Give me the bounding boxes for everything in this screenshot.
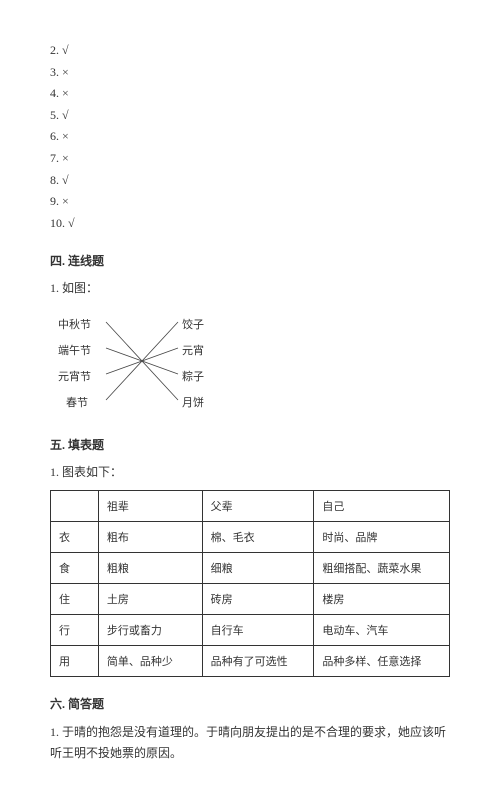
table-cell: 食	[51, 553, 99, 584]
table-cell: 步行或畜力	[98, 615, 202, 646]
answer-item: 10. √	[50, 213, 450, 235]
answer-item: 7. ×	[50, 148, 450, 170]
table-cell: 自行车	[202, 615, 314, 646]
section-4-title: 四. 连线题	[50, 252, 450, 269]
match-left: 端午节	[58, 342, 91, 358]
table-cell: 衣	[51, 522, 99, 553]
table-cell: 祖辈	[98, 491, 202, 522]
answer-item: 9. ×	[50, 191, 450, 213]
table-cell: 土房	[98, 584, 202, 615]
short-answer-text: 1. 于晴的抱怨是没有道理的。于晴向朋友提出的是不合理的要求，她应该听听王明不投…	[50, 722, 450, 763]
table-cell: 粗布	[98, 522, 202, 553]
match-right: 饺子	[182, 316, 204, 332]
table-cell: 楼房	[314, 584, 450, 615]
table-row: 食 粗粮 细粮 粗细搭配、蔬菜水果	[51, 553, 450, 584]
answer-list: 2. √ 3. × 4. × 5. √ 6. × 7. × 8. √ 9. × …	[50, 40, 450, 234]
table-cell: 品种多样、任意选择	[314, 646, 450, 677]
section-5-title: 五. 填表题	[50, 436, 450, 453]
match-right: 元宵	[182, 342, 204, 358]
match-left: 中秋节	[58, 316, 91, 332]
table-cell: 自己	[314, 491, 450, 522]
match-left: 元宵节	[58, 368, 91, 384]
section-4-prompt: 1. 如图：	[50, 279, 450, 296]
table-cell: 简单、品种少	[98, 646, 202, 677]
answer-item: 6. ×	[50, 126, 450, 148]
comparison-table: 祖辈 父辈 自己 衣 粗布 棉、毛衣 时尚、品牌 食 粗粮 细粮 粗细搭配、蔬菜…	[50, 490, 450, 677]
table-row: 行 步行或畜力 自行车 电动车、汽车	[51, 615, 450, 646]
table-cell: 品种有了可选性	[202, 646, 314, 677]
section-6-title: 六. 简答题	[50, 695, 450, 712]
table-cell	[51, 491, 99, 522]
table-row: 住 土房 砖房 楼房	[51, 584, 450, 615]
answer-item: 3. ×	[50, 62, 450, 84]
match-right: 月饼	[182, 394, 204, 410]
table-row: 祖辈 父辈 自己	[51, 491, 450, 522]
table-cell: 父辈	[202, 491, 314, 522]
answer-item: 2. √	[50, 40, 450, 62]
section-5-prompt: 1. 图表如下：	[50, 463, 450, 480]
table-row: 用 简单、品种少 品种有了可选性 品种多样、任意选择	[51, 646, 450, 677]
table-cell: 棉、毛衣	[202, 522, 314, 553]
table-cell: 细粮	[202, 553, 314, 584]
answer-item: 5. √	[50, 105, 450, 127]
table-cell: 用	[51, 646, 99, 677]
table-cell: 住	[51, 584, 99, 615]
table-cell: 粗细搭配、蔬菜水果	[314, 553, 450, 584]
matching-diagram: 中秋节 端午节 元宵节 春节 饺子 元宵 粽子 月饼	[58, 308, 238, 418]
match-right: 粽子	[182, 368, 204, 384]
table-cell: 砖房	[202, 584, 314, 615]
answer-item: 8. √	[50, 170, 450, 192]
table-cell: 时尚、品牌	[314, 522, 450, 553]
answer-item: 4. ×	[50, 83, 450, 105]
table-cell: 电动车、汽车	[314, 615, 450, 646]
table-cell: 粗粮	[98, 553, 202, 584]
table-cell: 行	[51, 615, 99, 646]
table-row: 衣 粗布 棉、毛衣 时尚、品牌	[51, 522, 450, 553]
match-left: 春节	[66, 394, 88, 410]
